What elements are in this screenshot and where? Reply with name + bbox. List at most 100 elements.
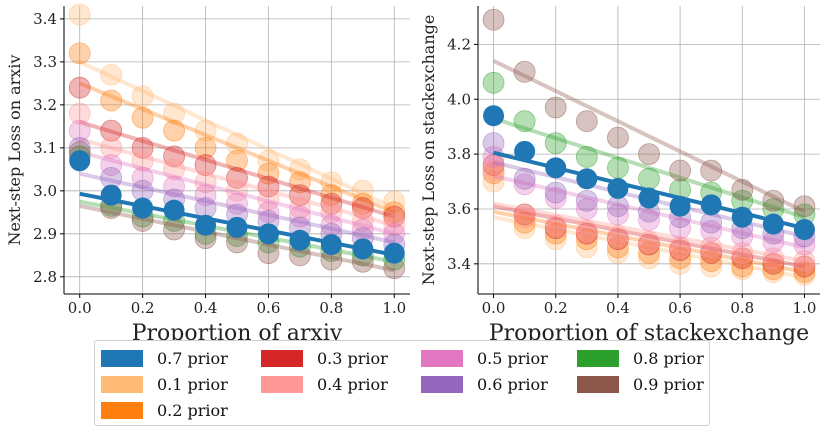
legend-label: 0.8 prior <box>633 348 704 368</box>
data-point <box>762 247 785 270</box>
data-point <box>320 201 343 224</box>
data-point <box>762 189 785 212</box>
y-tick-label: 3.0 <box>33 182 57 200</box>
y-tick-label: 3.2 <box>33 96 57 114</box>
data-point <box>638 167 660 190</box>
data-point <box>575 198 598 220</box>
data-point <box>513 110 536 133</box>
data-point <box>700 255 723 278</box>
data-point <box>68 3 91 26</box>
legend-label: 0.5 prior <box>477 348 548 368</box>
data-point <box>163 199 185 221</box>
data-point <box>68 76 91 99</box>
data-point <box>638 209 660 231</box>
data-point <box>226 179 248 202</box>
data-point <box>257 175 280 198</box>
data-point <box>100 63 123 86</box>
legend-swatch <box>101 375 143 393</box>
y-tick-label: 2.9 <box>33 225 57 243</box>
legend-label: 0.9 prior <box>633 374 704 394</box>
chart-stackexchange: 0.0 0.2 0.4 0.6 0.8 1.03.43.63.84.04.2Proport… <box>419 6 820 346</box>
data-point <box>226 149 248 172</box>
legend-swatch <box>101 401 143 419</box>
data-point <box>289 171 311 194</box>
data-point <box>289 197 311 219</box>
data-point <box>607 241 629 264</box>
data-point <box>793 250 816 272</box>
legend-label: 0.2 prior <box>157 400 228 420</box>
data-point <box>131 106 154 129</box>
data-point <box>700 250 723 272</box>
data-point <box>131 85 154 108</box>
data-point <box>482 71 505 94</box>
data-point <box>289 229 311 251</box>
data-point <box>607 225 629 248</box>
data-point <box>544 187 567 209</box>
legend-label: 0.6 prior <box>477 374 548 394</box>
y-tick-label: 4.2 <box>447 35 471 53</box>
data-point <box>257 242 280 265</box>
data-point <box>544 222 567 245</box>
data-point <box>257 223 279 245</box>
x-tick-label: 0.8 <box>319 299 343 317</box>
x-tick-label: 0.2 <box>131 299 155 317</box>
data-point <box>163 119 185 142</box>
data-point <box>544 228 567 251</box>
data-point <box>289 184 311 207</box>
data-point <box>383 205 406 228</box>
x-tick-label: 0.4 <box>606 299 630 317</box>
data-point <box>100 154 123 176</box>
data-point <box>514 140 536 162</box>
data-point <box>513 173 536 196</box>
data-point <box>163 158 185 181</box>
legend-item: 0.8 prior <box>577 347 704 369</box>
data-point <box>544 132 567 155</box>
data-point <box>575 228 598 251</box>
data-point <box>762 213 784 235</box>
data-point <box>513 60 536 83</box>
data-point <box>226 132 248 155</box>
data-point <box>669 252 691 275</box>
y-axis-label: Next-step Loss on stackexchange <box>419 15 438 286</box>
data-point <box>513 211 536 234</box>
data-point <box>638 241 660 264</box>
data-point <box>762 258 785 281</box>
x-tick-label: 0.0 <box>482 299 506 317</box>
data-point <box>731 247 754 270</box>
data-point <box>513 167 536 190</box>
data-point <box>575 110 598 133</box>
data-point <box>226 167 248 189</box>
data-point <box>195 214 217 236</box>
data-point <box>513 217 536 240</box>
data-point <box>793 219 815 241</box>
data-point <box>163 175 185 198</box>
data-point <box>257 162 280 185</box>
legend-label: 0.1 prior <box>157 374 228 394</box>
data-point <box>607 156 629 179</box>
data-point <box>669 159 691 182</box>
data-point <box>131 167 154 189</box>
data-point <box>513 206 536 229</box>
legend-swatch <box>421 349 463 367</box>
data-point <box>731 178 754 201</box>
data-point <box>68 102 91 125</box>
y-tick-label: 3.1 <box>33 139 57 157</box>
data-point <box>575 145 598 168</box>
data-point <box>383 242 405 264</box>
data-point <box>68 119 91 142</box>
legend-item: 0.3 prior <box>261 347 388 369</box>
data-point <box>320 234 342 256</box>
data-point <box>351 197 374 219</box>
data-point <box>700 241 723 264</box>
legend: 0.7 prior 0.1 prior 0.2 prior 0.3 prior … <box>94 340 710 426</box>
legend-swatch <box>261 375 303 393</box>
data-point <box>669 217 691 240</box>
legend-label: 0.4 prior <box>317 374 388 394</box>
data-point <box>669 247 691 270</box>
x-tick-label: 1.0 <box>382 299 406 317</box>
data-point <box>575 189 598 212</box>
data-point <box>351 210 374 232</box>
data-point <box>163 218 185 241</box>
x-tick-label: 0.6 <box>257 299 281 317</box>
